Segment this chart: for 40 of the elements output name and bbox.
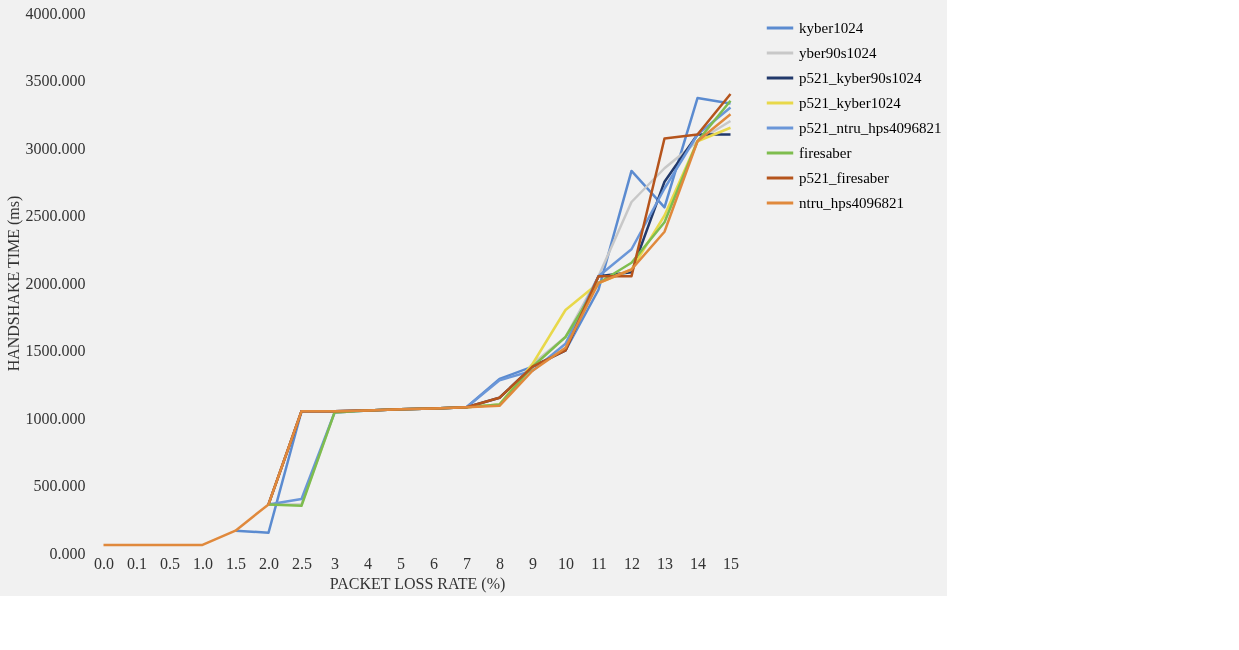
line-series xyxy=(102,113,732,547)
x-tick-label: 6 xyxy=(430,554,438,572)
legend-label: ntru_hps4096821 xyxy=(799,195,904,211)
legend-label: p521_kyber90s1024 xyxy=(799,70,922,86)
x-tick-label: 0.1 xyxy=(127,554,147,572)
legend-label: yber90s1024 xyxy=(799,45,877,61)
x-tick-label: 1.5 xyxy=(226,554,246,572)
x-tick-label: 11 xyxy=(591,554,607,572)
x-axis-title: PACKET LOSS RATE (%) xyxy=(329,574,506,593)
x-tick-label: 0.0 xyxy=(94,554,114,572)
x-tick-label: 1.0 xyxy=(193,554,213,572)
y-tick-label: 2000.000 xyxy=(25,274,86,292)
x-tick-label: 2.5 xyxy=(292,554,312,572)
x-tick-label: 5 xyxy=(397,554,405,572)
x-tick-label: 15 xyxy=(723,554,739,572)
y-tick-label: 2500.000 xyxy=(25,207,86,224)
y-tick-label: 3000.000 xyxy=(25,139,86,157)
legend-label: kyber1024 xyxy=(799,20,864,36)
legend-label: p521_firesaber xyxy=(799,170,889,186)
y-tick-label: 3500.000 xyxy=(25,72,86,89)
legend-label: firesaber xyxy=(799,145,852,161)
x-tick-label: 8 xyxy=(496,554,504,572)
y-tick-label: 0.000 xyxy=(49,544,86,562)
y-tick-label: 1000.000 xyxy=(25,409,86,427)
x-tick-label: 0.5 xyxy=(160,554,180,572)
y-tick-label: 4000.000 xyxy=(25,4,86,22)
y-tick-label: 1500.000 xyxy=(25,342,86,359)
x-tick-label: 13 xyxy=(657,554,673,572)
x-tick-label: 9 xyxy=(529,554,537,572)
x-tick-label: 2.0 xyxy=(259,554,279,572)
legend-label: p521_ntru_hps4096821 xyxy=(799,120,942,136)
x-tick-label: 7 xyxy=(463,554,471,572)
x-tick-label: 3 xyxy=(331,554,339,572)
legend-label: p521_kyber1024 xyxy=(799,95,902,111)
x-tick-label: 4 xyxy=(364,554,372,572)
x-tick-label: 12 xyxy=(624,554,640,572)
x-tick-label: 10 xyxy=(558,554,574,572)
x-tick-label: 14 xyxy=(690,554,706,572)
y-axis-title: HANDSHAKE TIME (ms) xyxy=(4,195,23,372)
y-tick-label: 500.000 xyxy=(33,477,86,494)
